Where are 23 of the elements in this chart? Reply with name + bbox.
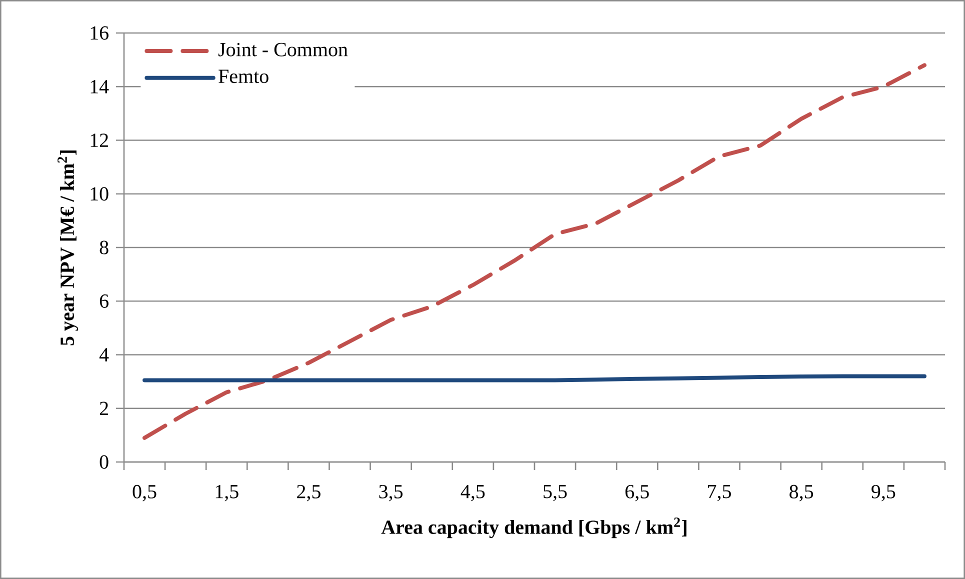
y-tick-label: 8	[100, 240, 108, 254]
x-tick-label: 3,5	[379, 484, 403, 502]
y-tick-label: 16	[90, 26, 108, 40]
x-tick-label: 1,5	[216, 484, 238, 502]
legend-label: Femto	[218, 70, 268, 84]
x-tick-label: 9,5	[872, 484, 896, 502]
y-tick-label: 2	[100, 402, 108, 415]
y-tick-label: 14	[90, 80, 109, 94]
y-tick-label: 0	[100, 455, 108, 469]
y-tick-label: 10	[90, 187, 108, 201]
x-tick-label: 0,5	[132, 484, 156, 502]
y-axis-title: 5 year NPV [M€ / km$^{2}$]	[58, 150, 78, 346]
x-tick-label: 4,5	[460, 484, 485, 502]
x-tick-label: 8,5	[790, 484, 814, 502]
y-tick-label: 12	[90, 134, 108, 147]
x-tick-label: 5,5	[544, 484, 567, 502]
y-tick-label: 4	[99, 348, 109, 362]
x-tick-label: 2,5	[297, 484, 320, 502]
legend-label: Joint - Common	[218, 42, 348, 56]
x-axis-title: Area capacity demand [Gbps / km$^{2}$]	[381, 518, 686, 538]
y-tick-label: 6	[100, 294, 108, 308]
x-tick-label: 6,5	[625, 484, 649, 502]
x-tick-label: 7,5	[708, 484, 731, 502]
